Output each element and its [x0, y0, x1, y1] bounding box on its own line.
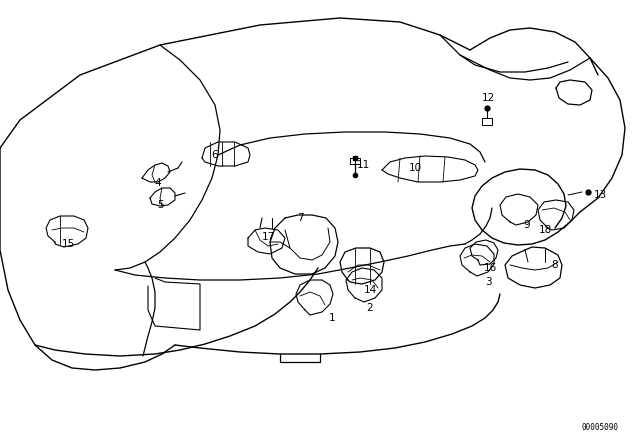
Text: 17: 17 — [261, 232, 275, 242]
Text: 00005090: 00005090 — [581, 423, 618, 432]
Text: 6: 6 — [212, 150, 218, 160]
Text: 5: 5 — [157, 200, 163, 210]
Text: 1: 1 — [329, 313, 335, 323]
Text: 18: 18 — [538, 225, 552, 235]
Text: 12: 12 — [481, 93, 495, 103]
Text: 11: 11 — [356, 160, 370, 170]
Text: 7: 7 — [297, 213, 303, 223]
Text: 14: 14 — [364, 285, 376, 295]
Text: 10: 10 — [408, 163, 422, 173]
Text: 15: 15 — [61, 239, 75, 249]
Text: 13: 13 — [593, 190, 607, 200]
Text: 4: 4 — [155, 178, 161, 188]
Text: 16: 16 — [483, 263, 497, 273]
Text: 9: 9 — [524, 220, 531, 230]
Text: 3: 3 — [484, 277, 492, 287]
Text: 2: 2 — [367, 303, 373, 313]
Text: 8: 8 — [552, 260, 558, 270]
